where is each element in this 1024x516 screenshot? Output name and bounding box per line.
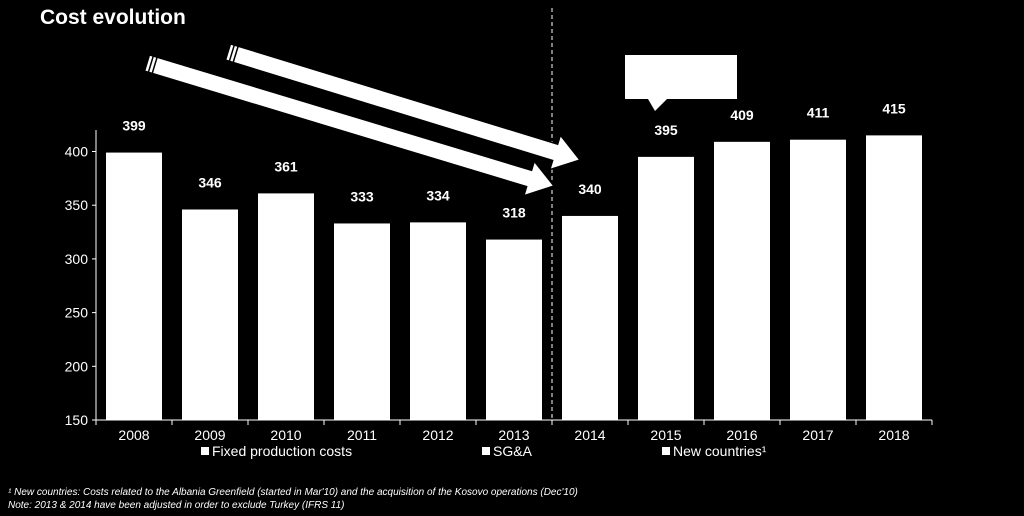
y-tick-label: 350 — [65, 197, 89, 213]
x-tick-label-2013: 2013 — [498, 427, 529, 443]
footnote-new-countries: ¹ New countries: Costs related to the Al… — [8, 487, 578, 498]
legend-label-2: New countries¹ — [673, 443, 767, 459]
callout-box — [625, 55, 737, 111]
x-tick-label-2008: 2008 — [118, 427, 149, 443]
x-tick-label-2012: 2012 — [422, 427, 453, 443]
trend-arrow-upper-body — [224, 42, 582, 171]
bar-2009 — [182, 209, 238, 420]
x-tick-label-2015: 2015 — [650, 427, 681, 443]
data-label-2013: 318 — [502, 205, 526, 221]
y-tick-label: 150 — [65, 412, 89, 428]
y-tick-label: 200 — [65, 358, 89, 374]
trend-arrow-lower-tail-stripe — [147, 55, 155, 73]
data-label-2014: 340 — [578, 181, 602, 197]
bar-2017 — [790, 139, 846, 420]
trend-arrow-lower-tail-stripe — [151, 56, 158, 74]
legend-swatch-1 — [482, 447, 490, 455]
data-label-2012: 334 — [426, 187, 450, 203]
chart-title: Cost evolution — [40, 6, 186, 29]
legend-label-0: Fixed production costs — [212, 443, 352, 459]
trend-arrow-upper-tail-stripe — [232, 46, 239, 63]
trend-arrow-lower-body — [143, 53, 556, 197]
x-tick-label-2017: 2017 — [802, 427, 833, 443]
legend-swatch-0 — [201, 447, 209, 455]
y-tick-label: 300 — [65, 251, 89, 267]
trend-arrow-lower — [143, 53, 556, 197]
bar-2010 — [258, 193, 314, 420]
legend-label-1: SG&A — [493, 443, 533, 459]
data-label-2008: 399 — [122, 118, 146, 134]
bar-2014 — [562, 215, 618, 420]
trend-arrow-upper — [224, 42, 582, 171]
x-tick-label-2016: 2016 — [726, 427, 757, 443]
x-tick-label-2010: 2010 — [270, 427, 301, 443]
x-tick-label-2018: 2018 — [878, 427, 909, 443]
bar-2016 — [714, 141, 770, 421]
y-tick-label: 400 — [65, 144, 89, 160]
footnote-note: Note: 2013 & 2014 have been adjusted in … — [8, 500, 345, 511]
data-label-2016: 409 — [730, 107, 754, 123]
data-label-2011: 333 — [350, 188, 374, 204]
data-label-2009: 346 — [198, 174, 222, 190]
bar-2018 — [866, 135, 922, 420]
data-label-2018: 415 — [882, 100, 906, 116]
y-tick-label: 250 — [65, 305, 89, 321]
data-label-2017: 411 — [807, 105, 830, 121]
bar-2012 — [410, 222, 466, 420]
bar-2015 — [638, 156, 694, 420]
x-tick-label-2009: 2009 — [194, 427, 225, 443]
data-label-2010: 361 — [274, 158, 298, 174]
legend-swatch-2 — [662, 447, 670, 455]
x-tick-label-2014: 2014 — [574, 427, 605, 443]
x-tick-label-2011: 2011 — [347, 427, 377, 443]
data-label-2015: 395 — [654, 122, 678, 138]
bar-2013 — [486, 239, 542, 420]
bar-2008 — [106, 152, 162, 420]
bar-2011 — [334, 223, 390, 420]
trend-arrow-upper-tail-stripe — [228, 44, 236, 62]
